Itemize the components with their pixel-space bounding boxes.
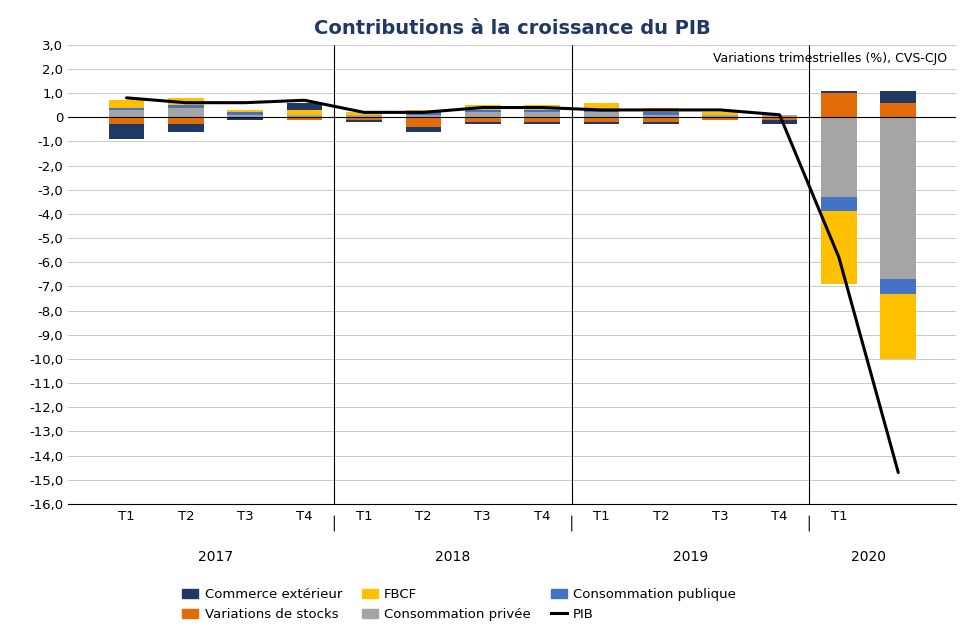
Bar: [287, 115, 322, 117]
Bar: [346, 115, 382, 117]
Text: 2017: 2017: [198, 550, 233, 564]
Bar: [346, 112, 382, 115]
Bar: [168, 105, 204, 108]
Bar: [643, 117, 678, 122]
Bar: [703, 115, 738, 117]
Bar: [406, 117, 441, 127]
Bar: [465, 105, 501, 110]
Bar: [643, 122, 678, 124]
Bar: [643, 108, 678, 112]
Text: 2018: 2018: [435, 550, 470, 564]
Bar: [108, 124, 144, 139]
Bar: [227, 110, 264, 112]
Bar: [406, 110, 441, 112]
Bar: [108, 100, 144, 108]
Bar: [406, 127, 441, 131]
Bar: [465, 112, 501, 117]
Legend: Commerce extérieur, Variations de stocks, FBCF, Consommation privée, Consommatio: Commerce extérieur, Variations de stocks…: [177, 583, 742, 626]
Bar: [406, 115, 441, 117]
Bar: [108, 110, 144, 117]
Bar: [584, 112, 619, 117]
Bar: [168, 108, 204, 117]
Bar: [584, 110, 619, 112]
Text: 2020: 2020: [851, 550, 886, 564]
Bar: [761, 117, 797, 119]
Bar: [406, 112, 441, 115]
Bar: [880, 279, 916, 293]
Bar: [346, 117, 382, 119]
Text: Variations trimestrielles (%), CVS-CJO: Variations trimestrielles (%), CVS-CJO: [713, 52, 948, 64]
Text: 2019: 2019: [672, 550, 709, 564]
Bar: [108, 108, 144, 110]
Bar: [524, 105, 560, 110]
Bar: [584, 122, 619, 124]
Bar: [227, 115, 264, 117]
Bar: [703, 117, 738, 119]
Bar: [465, 117, 501, 122]
Bar: [643, 115, 678, 117]
Bar: [108, 117, 144, 124]
Bar: [524, 117, 560, 122]
Bar: [346, 119, 382, 122]
Bar: [168, 117, 204, 124]
Title: Contributions à la croissance du PIB: Contributions à la croissance du PIB: [314, 19, 711, 38]
Bar: [761, 115, 797, 117]
Bar: [524, 112, 560, 117]
Bar: [168, 124, 204, 131]
Bar: [287, 117, 322, 119]
Bar: [227, 112, 264, 115]
Bar: [524, 110, 560, 112]
Bar: [524, 122, 560, 124]
Bar: [880, 293, 916, 359]
Bar: [880, 91, 916, 103]
Bar: [227, 117, 264, 119]
Bar: [584, 103, 619, 110]
Bar: [821, 211, 857, 284]
Bar: [465, 110, 501, 112]
Bar: [703, 112, 738, 115]
Bar: [287, 110, 322, 115]
Bar: [821, 93, 857, 117]
Bar: [287, 103, 322, 110]
Bar: [880, 117, 916, 279]
Bar: [168, 98, 204, 105]
Bar: [821, 91, 857, 93]
Bar: [584, 117, 619, 122]
Bar: [821, 117, 857, 197]
Bar: [761, 119, 797, 124]
Bar: [465, 122, 501, 124]
Bar: [880, 103, 916, 117]
Bar: [643, 112, 678, 115]
Bar: [821, 197, 857, 211]
